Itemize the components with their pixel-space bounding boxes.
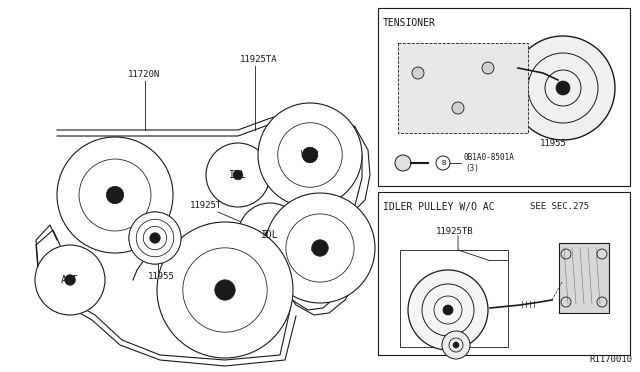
Text: 11955: 11955 <box>540 139 567 148</box>
Bar <box>378 192 630 355</box>
Circle shape <box>453 342 459 348</box>
Circle shape <box>238 203 302 267</box>
Text: IDLER PULLEY W/O AC: IDLER PULLEY W/O AC <box>383 202 495 212</box>
Text: R1170010: R1170010 <box>589 355 632 364</box>
Circle shape <box>412 67 424 79</box>
Circle shape <box>35 245 105 315</box>
Bar <box>378 8 630 186</box>
Text: (3): (3) <box>465 164 479 173</box>
Text: SEE SEC.275: SEE SEC.275 <box>530 202 589 211</box>
Text: P/S: P/S <box>106 190 124 200</box>
Circle shape <box>312 240 328 256</box>
Circle shape <box>57 137 173 253</box>
Circle shape <box>129 212 181 264</box>
Text: TENSIONER: TENSIONER <box>383 18 436 28</box>
Text: C/P: C/P <box>216 285 234 295</box>
Text: IDL: IDL <box>261 230 279 240</box>
Text: IDL: IDL <box>229 170 247 180</box>
Text: 11955: 11955 <box>148 272 175 281</box>
Circle shape <box>157 222 293 358</box>
Circle shape <box>395 155 411 171</box>
Circle shape <box>442 331 470 359</box>
FancyBboxPatch shape <box>559 243 609 313</box>
Text: W/P: W/P <box>301 150 319 160</box>
Circle shape <box>436 156 450 170</box>
Circle shape <box>265 230 275 240</box>
Text: 11925TA: 11925TA <box>240 55 278 64</box>
Circle shape <box>265 193 375 303</box>
Circle shape <box>443 305 453 315</box>
Text: 11720N: 11720N <box>128 70 160 79</box>
Circle shape <box>136 219 173 257</box>
Circle shape <box>233 170 243 180</box>
Circle shape <box>408 270 488 350</box>
Circle shape <box>511 36 615 140</box>
Text: B: B <box>441 160 445 166</box>
Circle shape <box>65 275 76 285</box>
Circle shape <box>452 102 464 114</box>
Text: A/C: A/C <box>311 243 329 253</box>
Text: 0B1A0-8501A: 0B1A0-8501A <box>463 153 514 162</box>
Text: ALT: ALT <box>61 275 79 285</box>
Bar <box>398 43 528 133</box>
Circle shape <box>129 212 181 264</box>
Bar <box>400 250 508 347</box>
Circle shape <box>150 233 160 243</box>
Text: 11925T: 11925T <box>190 201 222 210</box>
Circle shape <box>143 226 166 250</box>
Circle shape <box>151 234 159 242</box>
Circle shape <box>302 147 318 163</box>
Circle shape <box>215 280 236 300</box>
Circle shape <box>482 62 494 74</box>
Circle shape <box>258 103 362 207</box>
Text: 11925TB: 11925TB <box>436 227 474 236</box>
Circle shape <box>556 81 570 95</box>
Circle shape <box>106 186 124 204</box>
Circle shape <box>206 143 270 207</box>
